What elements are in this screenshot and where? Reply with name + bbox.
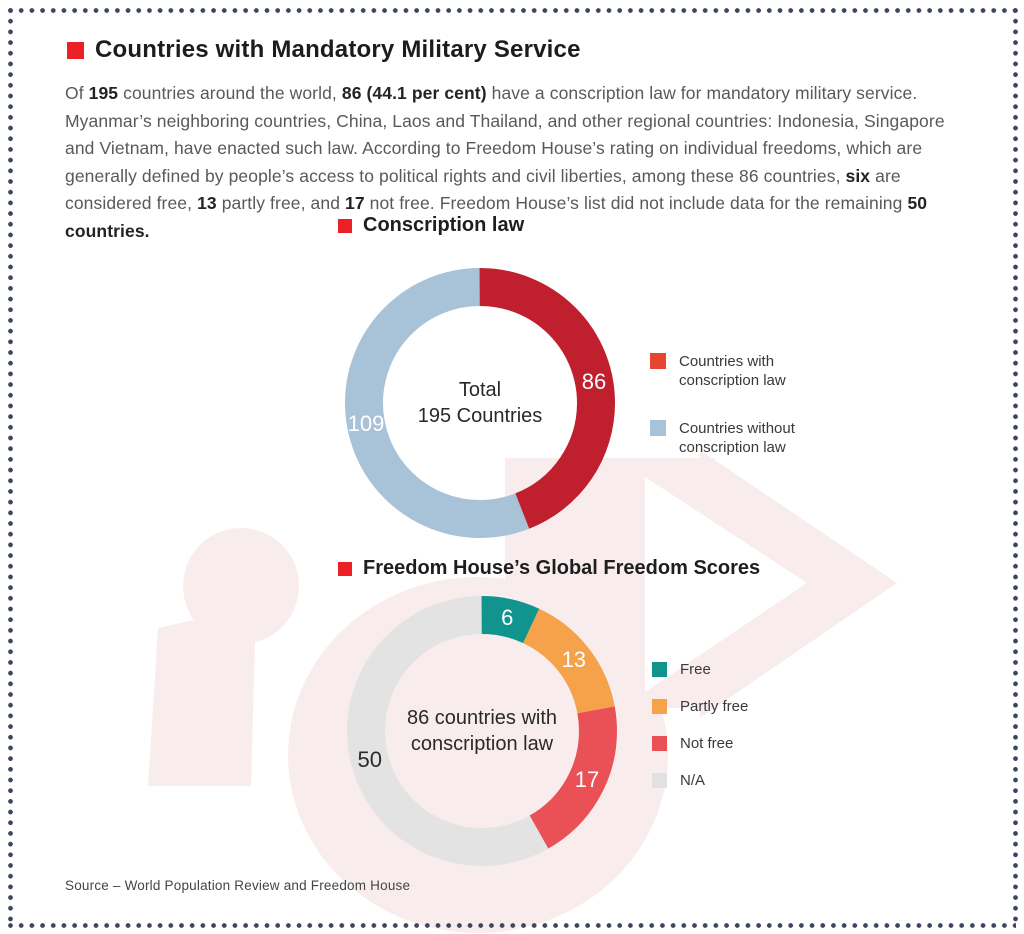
donut-ring [345,268,615,538]
intro-text-segment: not free. Freedom House’s list did not i… [364,193,908,213]
legend-label: Countries with conscription law [679,353,786,389]
page-title: Countries with Mandatory Military Servic… [95,36,581,63]
legend-label: Free [680,661,711,678]
intro-text-segment: 17 [345,193,365,213]
legend-item: Countries with conscription law [650,352,820,390]
legend-label: Countries without conscription law [679,420,795,456]
intro-text-segment: have a conscription law for mandatory mi… [65,83,945,186]
legend-swatch-na [652,773,667,788]
conscription-donut-chart: Total 195 Countries 86 109 [345,268,615,538]
legend-item: Free [652,662,748,677]
segment-value-label: 86 [581,368,607,394]
segment-value-label: 6 [501,604,514,630]
freedom-chart-heading: Freedom House’s Global Freedom Scores [338,557,760,580]
legend-swatch-partly-free [652,699,667,714]
donut-center-label: Total 195 Countries [417,379,543,427]
freedom-donut-chart: 86 countries with conscription law 6 13 17… [347,596,617,866]
conscription-chart-title: Conscription law [363,214,525,236]
intro-text-segment: 195 [88,83,119,103]
legend-swatch-not-free [652,736,667,751]
legend-item: Partly free [652,699,748,714]
heading-bullet-icon [338,218,352,233]
legend-swatch-free [652,662,667,677]
intro-text-segment: Of [65,83,89,103]
dotted-border-left [8,8,13,926]
intro-text-segment: six [845,165,871,186]
watermark-arrow-chevron [645,477,807,692]
dotted-border-right [1013,8,1018,926]
legend-label: Partly free [680,698,749,715]
dotted-border-top [8,8,1016,13]
watermark-i-dot [183,528,299,644]
donut-ring [347,596,617,866]
legend-swatch-with-law [650,353,666,369]
intro-paragraph: Of 195 countries around the world, 86 (4… [65,80,965,245]
intro-text-segment: partly free, and [216,193,345,213]
freedom-legend: Free Partly free Not free N/A [652,662,748,810]
intro-text-segment: are considered free, [65,165,901,214]
legend-item: N/A [652,773,748,788]
watermark-i-stem [148,606,256,786]
intro-text-segment: 86 (44.1 per cent) [341,83,487,103]
donut-center-label: 86 countries with conscription law [406,707,558,755]
legend-label: Not free [680,735,734,752]
freedom-chart-title: Freedom House’s Global Freedom Scores [363,557,761,579]
intro-text-segment: countries around the world, [118,83,342,103]
legend-item: Countries without conscription law [650,419,820,457]
legend-label: N/A [680,772,706,789]
page-title-row: Countries with Mandatory Military Servic… [67,36,581,64]
segment-value-label: 50 [357,747,383,773]
dotted-border-bottom [8,923,1016,928]
source-note: Source – World Population Review and Fre… [65,878,411,893]
intro-text-segment: 50 countries. [65,193,928,241]
conscription-chart-heading: Conscription law [338,214,524,237]
heading-bullet-icon [338,561,352,576]
intro-text-segment: 13 [197,193,217,213]
legend-item: Not free [652,736,748,751]
title-bullet-icon [67,41,84,59]
segment-value-label: 17 [574,767,600,793]
legend-swatch-without-law [650,420,666,436]
segment-value-label: 13 [561,647,587,673]
segment-value-label: 109 [347,411,385,437]
conscription-legend: Countries with conscription law Countrie… [650,352,820,486]
